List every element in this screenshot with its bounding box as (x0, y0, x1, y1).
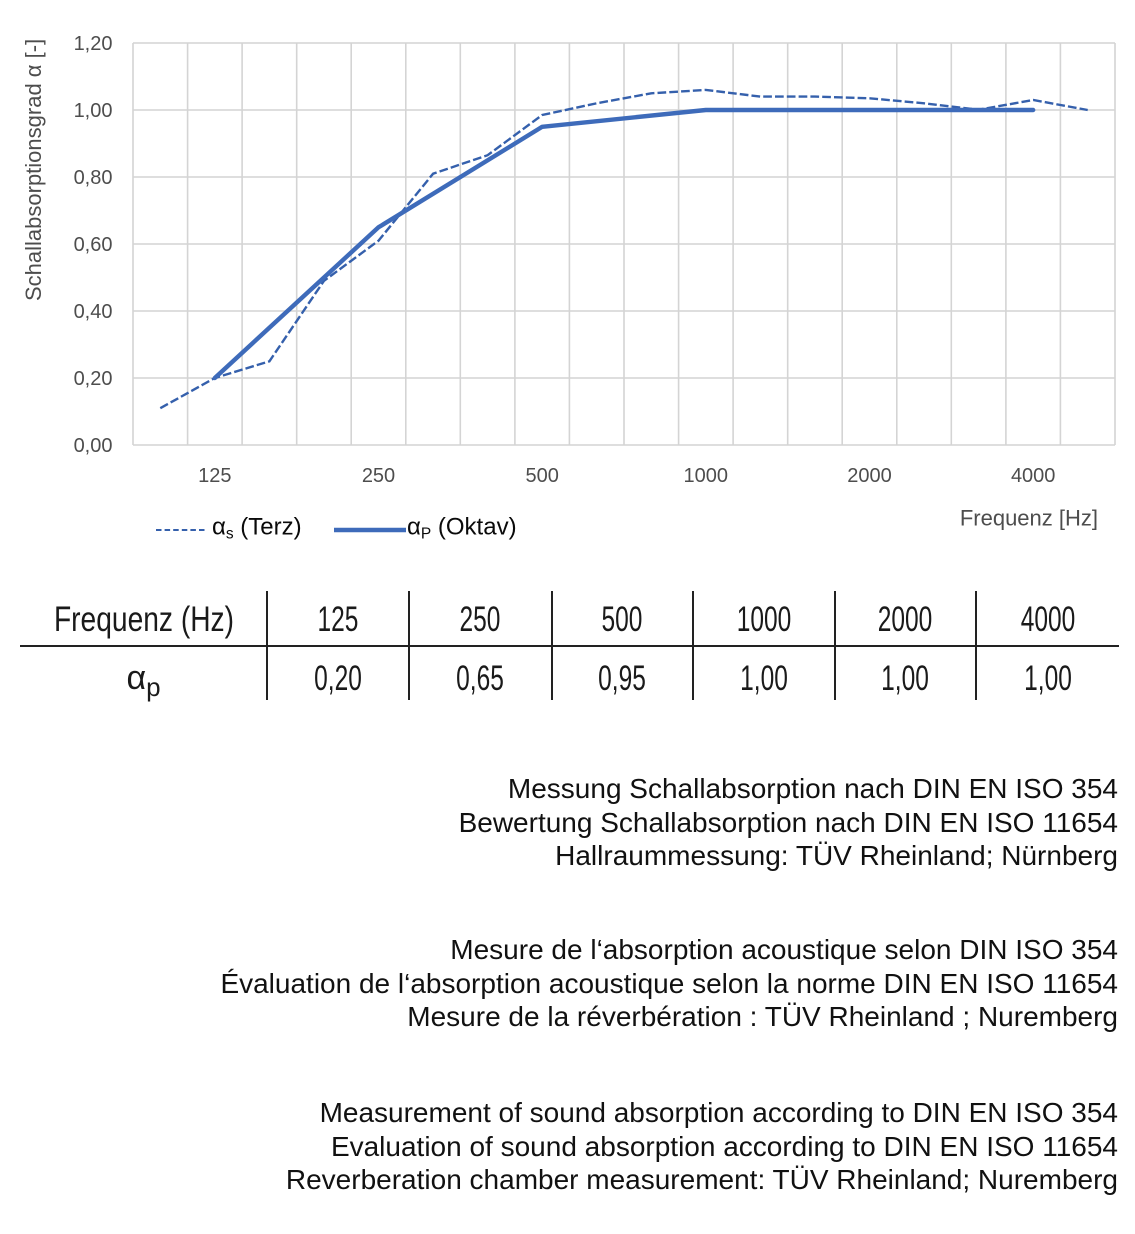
svg-text:0,20: 0,20 (74, 368, 113, 390)
svg-text:1000: 1000 (684, 465, 729, 487)
svg-text:125: 125 (198, 465, 231, 487)
svg-text:Frequenz [Hz]: Frequenz [Hz] (960, 506, 1098, 531)
svg-text:250: 250 (362, 465, 395, 487)
svg-text:αP (Oktav): αP (Oktav) (407, 514, 517, 543)
svg-text:4000: 4000 (1011, 465, 1056, 487)
svg-text:1,00: 1,00 (74, 100, 113, 122)
svg-text:αs (Terz): αs (Terz) (212, 514, 302, 543)
svg-text:1,20: 1,20 (74, 33, 113, 55)
svg-text:0,40: 0,40 (74, 301, 113, 323)
svg-text:0,00: 0,00 (74, 435, 113, 457)
svg-text:0,60: 0,60 (74, 234, 113, 256)
svg-text:500: 500 (526, 465, 559, 487)
svg-text:Schallabsorptionsgrad α [-]: Schallabsorptionsgrad α [-] (21, 39, 46, 301)
svg-text:2000: 2000 (847, 465, 892, 487)
svg-text:0,80: 0,80 (74, 167, 113, 189)
